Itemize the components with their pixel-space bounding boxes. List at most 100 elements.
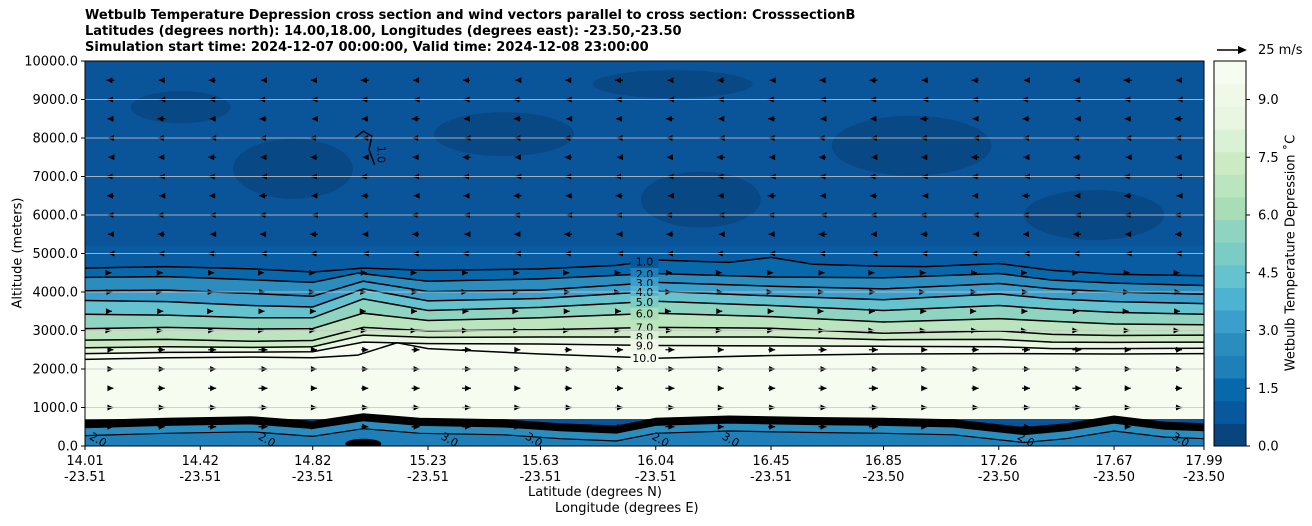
x-tick-label-lon: -23.50 (1183, 470, 1225, 485)
wind-vector-head (208, 77, 215, 84)
wind-vector-head (157, 115, 164, 122)
wind-vector (361, 346, 369, 353)
wind-vector (157, 231, 165, 238)
y-tick-label: 6000.0 (33, 209, 79, 224)
wind-vector (768, 385, 776, 392)
wind-vector-head (717, 385, 724, 392)
wind-vector (259, 115, 267, 122)
wind-vector-head (259, 115, 266, 122)
wind-vector-head (564, 231, 571, 238)
wind-vector (208, 423, 217, 430)
colorbar-segment (1214, 264, 1246, 288)
wind-vector-head (1073, 77, 1080, 84)
wind-vector (310, 385, 317, 392)
contour-line-small (354, 130, 376, 166)
wind-vector-head (359, 308, 366, 315)
wind-vector (972, 115, 979, 122)
wind-vector (208, 269, 215, 276)
wind-vector (665, 115, 674, 122)
wind-vector-head (107, 385, 114, 392)
wind-vector-head (462, 154, 469, 161)
x-tick-label-lat: 17.99 (1185, 454, 1222, 469)
contour-line-5 (85, 298, 1204, 319)
wind-vector-head (921, 77, 928, 84)
wind-vector-head (310, 423, 317, 430)
wind-vector (259, 192, 268, 199)
wind-vector (971, 423, 979, 430)
wind-vector (970, 308, 977, 315)
wind-vector (107, 231, 114, 238)
colorbar-tick-label: 9.0 (1258, 93, 1279, 108)
axes: 0.0 1000.0 2000.0 3000.0 4000.0 5000.0 6000.0 7… (24, 46, 1247, 485)
wind-vector (411, 115, 420, 122)
wind-vector (1072, 423, 1082, 430)
x-tick-label-lon: -23.50 (978, 470, 1020, 485)
wind-vector-head (362, 423, 369, 430)
wind-vector (207, 308, 214, 315)
wind-vector (1073, 77, 1080, 84)
wind-vector-head (464, 423, 471, 430)
wind-vector-head (768, 231, 775, 238)
wind-vector-head (972, 346, 979, 353)
y-tick-label: 4000.0 (33, 286, 79, 301)
wind-vector-head (1073, 154, 1080, 161)
wind-vector (1022, 231, 1029, 238)
wind-vector (820, 115, 827, 122)
wind-vector-head (462, 77, 469, 84)
wind-vector-head (1020, 269, 1027, 276)
wind-vector-head (362, 231, 369, 238)
wind-vector (870, 231, 877, 238)
wind-vector (921, 154, 928, 161)
wind-vector (360, 269, 367, 276)
colorbar-segment (1214, 310, 1246, 334)
wind-vector-head (157, 308, 164, 315)
wind-vector (1122, 308, 1129, 315)
wind-vector-head (1023, 346, 1030, 353)
wind-vector (361, 385, 369, 392)
wind-vector-head (665, 269, 672, 276)
wind-vector-head (769, 77, 776, 84)
contour-label-bg-2 (630, 268, 659, 281)
wind-vector-head (1173, 269, 1180, 276)
wind-vector-head (461, 269, 468, 276)
wind-vector (615, 346, 624, 353)
field-dry-layer (85, 342, 1204, 420)
wind-vector (614, 269, 621, 276)
wind-vector-head (1174, 308, 1181, 315)
wind-vector-head (1175, 154, 1182, 161)
contour-line-7 (85, 326, 1204, 343)
wind-vector-head (614, 269, 621, 276)
y-tick-label: 9000.0 (33, 93, 79, 108)
wind-vector (310, 346, 317, 353)
wind-vector-head (210, 385, 217, 392)
wind-vector (463, 115, 470, 122)
wind-vector-head (565, 385, 572, 392)
wind-vector (158, 77, 165, 84)
wind-vector (514, 154, 521, 161)
wind-vector-head (769, 385, 776, 392)
wind-vector-head (107, 115, 114, 122)
wind-vector (106, 192, 114, 199)
wind-vector (209, 192, 216, 199)
wind-vector (919, 269, 926, 276)
wind-vector (461, 346, 471, 353)
wind-vector (1176, 77, 1183, 84)
wind-vector (564, 154, 572, 161)
wind-vector-head (566, 115, 573, 122)
wind-vector (566, 115, 573, 122)
colorbar-tick-label: 6.0 (1258, 209, 1279, 224)
wind-vector-head (970, 308, 977, 315)
wind-vector (311, 115, 318, 122)
wind-vector (768, 423, 776, 430)
wind-vector (1074, 115, 1081, 122)
wind-vector (411, 308, 418, 315)
x-tick-label-lat: 17.26 (980, 454, 1017, 469)
wind-vector-head (158, 77, 165, 84)
wind-vector (920, 115, 929, 122)
x-tick-label-lat: 16.85 (865, 454, 902, 469)
wind-vector-head (870, 231, 877, 238)
wind-vector-head (208, 154, 215, 161)
wind-vector-head (768, 115, 775, 122)
field-band-4 (85, 288, 1204, 318)
x-tick-label-lat: 14.82 (294, 454, 331, 469)
